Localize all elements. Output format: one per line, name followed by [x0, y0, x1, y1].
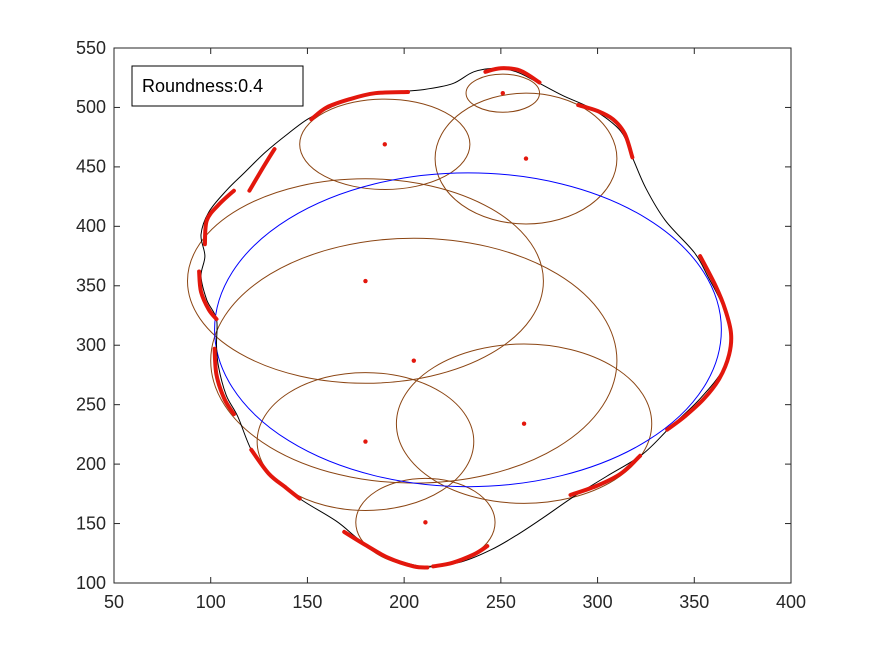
ticks-layer: 50 100 150 200 250 300 350 40010015020025030035…: [76, 38, 806, 612]
fitted-circle-4: [256, 372, 475, 511]
corner-segment-11: [212, 346, 236, 417]
centers-layer: [363, 90, 529, 525]
corner-segment-10: [197, 269, 219, 322]
corner-segment-9: [202, 188, 236, 247]
annotation-box: Roundness:0.4: [131, 65, 304, 107]
center-point-5: [423, 520, 428, 525]
corner-segment-12: [249, 447, 302, 501]
y-tick-label: 500: [76, 97, 106, 117]
max-inscribed-ellipse: [214, 172, 722, 488]
corner-segment-8: [247, 147, 277, 193]
x-tick-label: 250: [486, 592, 516, 612]
y-tick-label: 250: [76, 394, 106, 414]
center-point-2: [363, 278, 368, 284]
center-point-3: [521, 421, 527, 426]
corner-segment-4: [665, 254, 734, 432]
fitted-circle-8: [465, 73, 541, 113]
x-tick-label: 150: [292, 592, 322, 612]
plot-area: [114, 48, 791, 583]
x-tick-label: 200: [389, 592, 419, 612]
corner-segment-3: [568, 453, 643, 497]
y-tick-label: 200: [76, 454, 106, 474]
corner-segment-6: [483, 66, 542, 85]
axes-box: [113, 47, 792, 584]
fitted-circle-2: [187, 178, 544, 384]
ellipse-layer: [214, 172, 722, 488]
center-point-6: [382, 142, 387, 147]
y-tick-label: 100: [76, 573, 106, 593]
y-tick-label: 150: [76, 513, 106, 533]
fitted-circle-3: [395, 343, 653, 504]
y-tick-label: 400: [76, 216, 106, 236]
corner-segment-5: [576, 103, 635, 160]
y-tick-label: 550: [76, 38, 106, 58]
x-tick-label: 300: [583, 592, 613, 612]
fitted-circle-6: [299, 98, 471, 190]
x-tick-label: 100: [196, 592, 226, 612]
annotation-frame: [131, 65, 304, 107]
center-point-1: [411, 358, 417, 363]
y-tick-label: 350: [76, 276, 106, 296]
annotation-text: Roundness:0.4: [142, 76, 263, 96]
corner-segment-2: [431, 544, 490, 569]
corner-segment-7: [309, 90, 410, 122]
y-tick-label: 300: [76, 335, 106, 355]
center-point-4: [363, 439, 368, 444]
x-tick-label: 400: [776, 592, 806, 612]
x-tick-label: 350: [679, 592, 709, 612]
highlight-layer: [197, 66, 734, 570]
y-tick-label: 450: [76, 157, 106, 177]
center-point-7: [523, 156, 529, 161]
fitted-circle-7: [434, 92, 618, 225]
corner-segment-1: [342, 529, 430, 570]
center-point-8: [500, 90, 505, 96]
x-tick-label: 50: [104, 592, 124, 612]
